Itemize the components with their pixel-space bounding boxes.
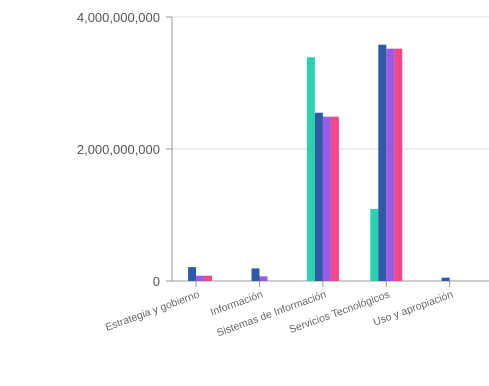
x-tick-label: Estrategia y gobierno [104, 288, 201, 333]
bar [306, 57, 315, 282]
bar [259, 276, 268, 281]
bar [204, 275, 213, 281]
bar [441, 277, 450, 281]
y-tick-label: 4,000,000,000 [77, 10, 160, 25]
bar [370, 209, 379, 281]
y-tick-label: 2,000,000,000 [77, 142, 160, 157]
x-tick-label: Sistemas de Información [215, 288, 328, 339]
bar [251, 268, 260, 281]
y-tick-label: 0 [153, 274, 160, 289]
bar [386, 48, 395, 282]
bar [322, 116, 331, 281]
bar [314, 112, 323, 281]
bar [394, 48, 403, 282]
bars [188, 44, 450, 282]
bar [330, 116, 339, 281]
bar [196, 275, 205, 281]
bar [378, 44, 387, 281]
bar [188, 267, 197, 281]
